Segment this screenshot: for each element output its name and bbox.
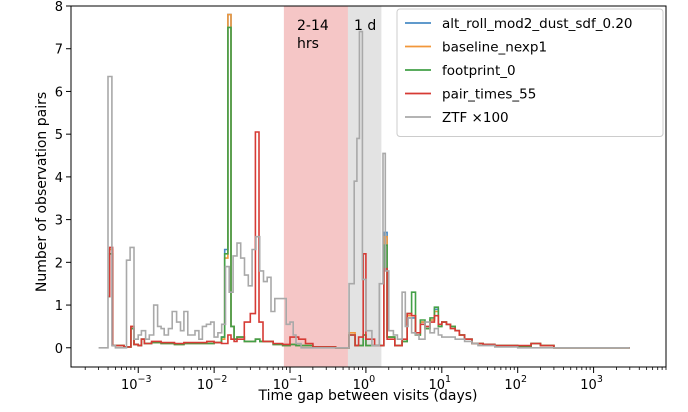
region-1-d — [347, 6, 382, 367]
x-tick-label: 102 — [504, 374, 527, 393]
legend-box — [396, 8, 664, 137]
y-tick-label: 0 — [55, 342, 63, 357]
legend-label-alt-roll-mod2-dust-sdf-0-20: alt_roll_mod2_dust_sdf_0.20 — [442, 16, 633, 32]
x-tick-label: 101 — [429, 374, 452, 393]
y-axis-label: Number of observation pairs — [34, 92, 50, 292]
region-label-1-d: 1 d — [354, 18, 376, 34]
x-axis-label: Time gap between visits (days) — [257, 388, 477, 404]
plot-frame — [70, 5, 667, 368]
y-tick-label: 2 — [55, 256, 63, 271]
y-tick-label: 7 — [55, 43, 63, 58]
region-label-2-14-hrs: 2-14 hrs — [297, 18, 329, 52]
x-tick-label: 103 — [580, 374, 603, 393]
x-tick-label: 10−1 — [273, 374, 304, 393]
legend-label-baseline-nexp1: baseline_nexp1 — [442, 40, 547, 56]
region-2-14-hrs — [283, 6, 348, 367]
highlight-regions — [283, 6, 382, 367]
x-tick-label: 100 — [353, 374, 376, 393]
y-tick-label: 6 — [55, 85, 63, 100]
x-tick-label: 10−3 — [121, 374, 152, 393]
y-tick-label: 5 — [55, 128, 63, 143]
legend-label-pair-times-55: pair_times_55 — [442, 87, 536, 103]
region-labels: 2-14 hrs 1 d — [297, 18, 376, 52]
x-tick-label: 10−2 — [197, 374, 228, 393]
y-tick-label: 4 — [55, 171, 63, 186]
y-tick-label: 3 — [55, 214, 63, 229]
series-lines — [98, 13, 630, 349]
legend: alt_roll_mod2_dust_sdf_0.20 baseline_nexp… — [396, 8, 664, 137]
y-tick-label: 1 — [55, 299, 63, 314]
series-line-pair-times-55 — [108, 131, 630, 349]
series-line-ztf-100 — [98, 30, 630, 349]
y-tick-label: 8 — [55, 0, 63, 15]
axes: 0 1 2 3 4 5 6 7 8 10−3 10−2 10−1 100 101 102 103 — [55, 0, 667, 393]
legend-label-ztf-100: ZTF ×100 — [442, 110, 509, 126]
legend-label-footprint-0: footprint_0 — [442, 63, 516, 79]
